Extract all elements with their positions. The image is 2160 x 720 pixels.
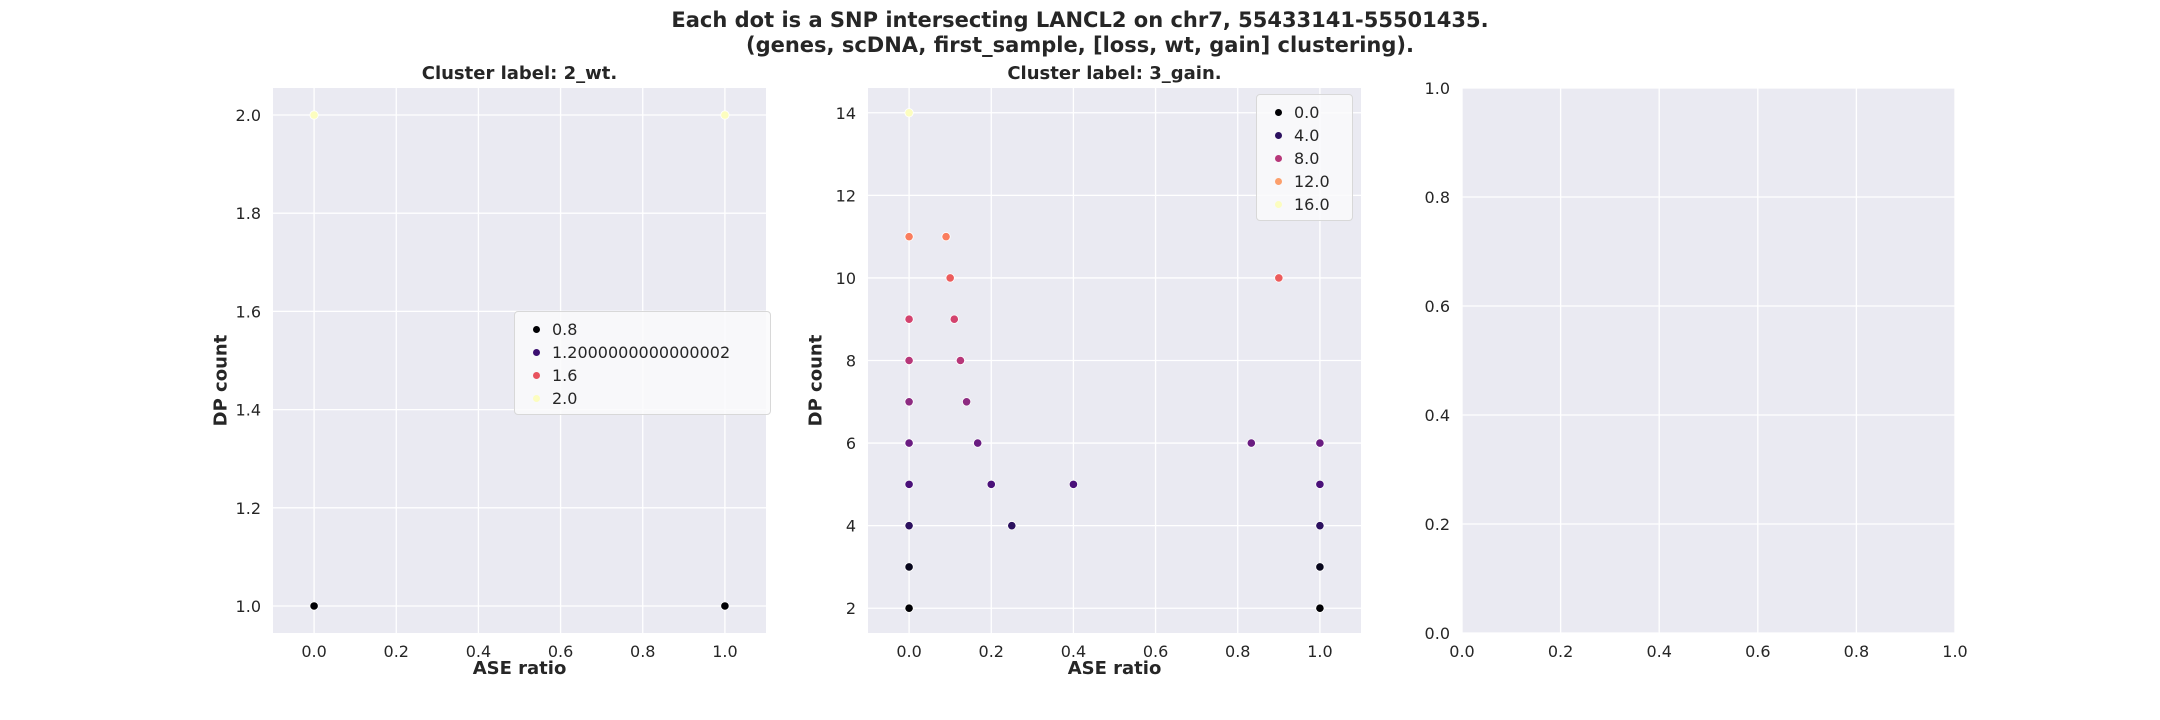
data-point: [309, 601, 319, 611]
legend-entry: 16.0: [1265, 193, 1344, 216]
legend-marker: [533, 395, 540, 402]
panel1-legend: 0.8 1.2000000000000002 1.6 2.0: [514, 311, 771, 415]
data-point: [309, 110, 319, 120]
legend-marker: [533, 349, 540, 356]
panel2-legend: 0.0 4.0 8.0 12.0 16.0: [1256, 94, 1353, 221]
legend-entry: 1.6: [523, 364, 762, 387]
legend-marker: [533, 326, 540, 333]
legend-entry: 12.0: [1265, 170, 1344, 193]
legend-label: 2.0: [552, 389, 578, 408]
legend-marker: [1275, 178, 1282, 185]
x-tick-label: 0.0: [301, 642, 326, 661]
y-tick-label: 1.4: [236, 401, 261, 420]
panel2-ylabel: DP count: [805, 334, 827, 427]
y-tick-label: 2.0: [236, 106, 261, 125]
data-point: [720, 601, 730, 611]
legend-label: 0.0: [1294, 103, 1320, 122]
panel2-xlabel: ASE ratio: [1067, 658, 1162, 679]
panel1-title: Cluster label: 2_wt.: [421, 63, 618, 84]
data-point: [720, 110, 730, 120]
legend-marker: [1275, 132, 1282, 139]
figure-title-line2: (genes, scDNA, first_sample, [loss, wt, …: [745, 33, 1414, 57]
legend-label: 16.0: [1294, 195, 1330, 214]
legend-marker: [1275, 201, 1282, 208]
x-tick-label: 0.2: [384, 642, 409, 661]
x-tick-label: 0.6: [548, 642, 573, 661]
legend-entry: 8.0: [1265, 147, 1344, 170]
legend-label: 4.0: [1294, 126, 1320, 145]
x-tick-label: 0.8: [630, 642, 655, 661]
legend-entry: 4.0: [1265, 124, 1344, 147]
legend-label: 0.8: [552, 320, 578, 339]
legend-entry: 1.2000000000000002: [523, 341, 762, 364]
x-tick-label: 0.4: [466, 642, 491, 661]
panel2-title: Cluster label: 3_gain.: [1007, 63, 1222, 84]
figure-title-line1: Each dot is a SNP intersecting LANCL2 on…: [671, 8, 1489, 32]
legend-entry: 0.0: [1265, 101, 1344, 124]
y-tick-label: 1.6: [236, 302, 261, 321]
y-tick-label: 1.0: [236, 597, 261, 616]
panel1-ylabel: DP count: [210, 334, 232, 427]
legend-marker: [1275, 109, 1282, 116]
legend-label: 1.2000000000000002: [552, 343, 731, 362]
legend-entry: 0.8: [523, 318, 762, 341]
panel1-xlabel: ASE ratio: [472, 658, 567, 679]
legend-marker: [1275, 155, 1282, 162]
y-tick-label: 1.8: [236, 204, 261, 223]
x-tick-label: 1.0: [712, 642, 737, 661]
y-tick-label: 1.2: [236, 499, 261, 518]
legend-label: 8.0: [1294, 149, 1320, 168]
legend-label: 1.6: [552, 366, 578, 385]
legend-entry: 2.0: [523, 387, 762, 410]
legend-label: 12.0: [1294, 172, 1330, 191]
legend-marker: [533, 372, 540, 379]
